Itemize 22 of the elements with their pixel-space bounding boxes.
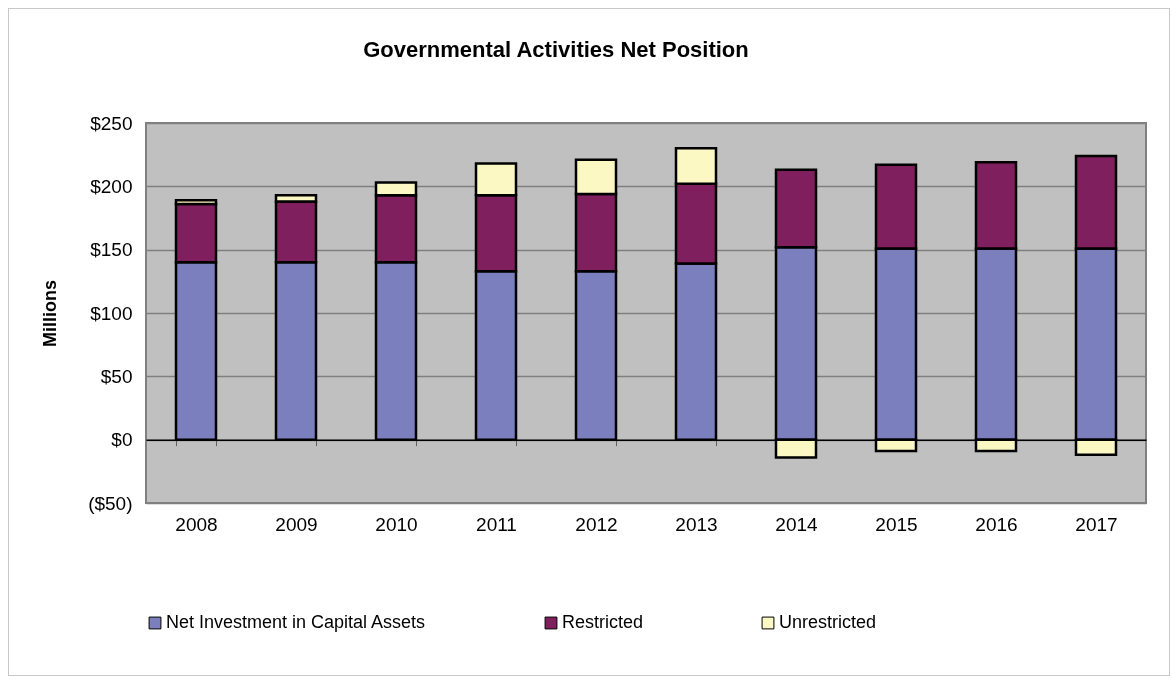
x-tick-label: 2015 — [875, 513, 918, 535]
y-tick-label: $50 — [100, 365, 133, 387]
x-tick-label: 2012 — [575, 513, 618, 535]
x-tick-label: 2009 — [275, 513, 318, 535]
x-tick-label: 2014 — [775, 513, 819, 535]
legend-label: Restricted — [562, 612, 644, 632]
x-tick-label: 2010 — [375, 513, 418, 535]
y-tick-label: $0 — [111, 429, 133, 451]
y-tick-label: ($50) — [88, 492, 133, 514]
x-tick-label: 2008 — [175, 513, 218, 535]
x-tick-label: 2013 — [675, 513, 718, 535]
y-axis-title: Millions — [40, 280, 61, 347]
y-tick-label: $200 — [90, 175, 133, 197]
x-tick-label: 2016 — [975, 513, 1018, 535]
chart-title: Governmental Activities Net Position — [363, 37, 749, 62]
legend-label: Unrestricted — [779, 612, 877, 632]
x-tick-label: 2011 — [476, 513, 517, 535]
x-tick-label: 2017 — [1075, 513, 1118, 535]
y-tick-label: $250 — [90, 112, 133, 134]
legend-label: Net Investment in Capital Assets — [166, 612, 426, 632]
y-tick-label: $150 — [90, 239, 133, 261]
y-tick-label: $100 — [90, 302, 133, 324]
